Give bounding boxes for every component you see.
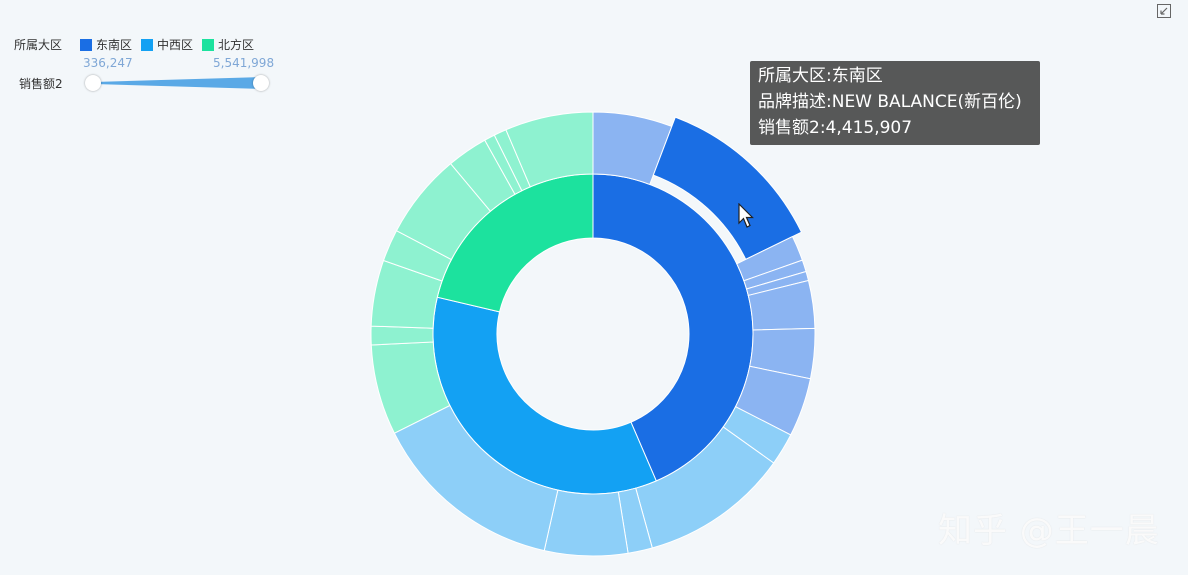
tooltip-region: 所属大区:东南区 xyxy=(758,66,883,86)
legend: 所属大区 东南区 中西区 北方区 xyxy=(14,36,263,53)
tooltip-brand: 品牌描述:NEW BALANCE(新百伦) xyxy=(758,92,1022,112)
tooltip-sales: 销售额2:4,415,907 xyxy=(758,118,913,138)
expand-icon[interactable] xyxy=(1157,4,1171,18)
visual-map-title: 销售额2 xyxy=(19,77,63,91)
watermark: 知乎 @王一晨 xyxy=(938,511,1160,551)
visual-map-min-label: 336,247 xyxy=(83,56,133,70)
legend-swatch-north xyxy=(202,38,215,51)
visual-map-handle-min[interactable] xyxy=(85,75,101,91)
visual-map-handle-max[interactable] xyxy=(253,75,269,91)
mouse-pointer-icon xyxy=(738,203,754,228)
legend-item-midwest[interactable]: 中西区 xyxy=(141,36,193,53)
tooltip: 所属大区:东南区 品牌描述:NEW BALANCE(新百伦) 销售额2:4,41… xyxy=(750,61,1040,145)
visual-map-track[interactable] xyxy=(94,76,262,90)
visual-map-gradient xyxy=(94,77,262,89)
legend-label-southeast: 东南区 xyxy=(96,38,133,52)
legend-title: 所属大区 xyxy=(14,38,63,52)
outer-ring-segment-14[interactable] xyxy=(370,325,434,346)
legend-label-north: 北方区 xyxy=(218,38,255,52)
inner-ring xyxy=(432,173,754,495)
visual-map-max-label: 5,541,998 xyxy=(213,56,275,70)
legend-swatch-midwest xyxy=(141,38,154,51)
legend-item-southeast[interactable]: 东南区 xyxy=(80,36,132,53)
outer-ring-segment-21[interactable] xyxy=(505,111,594,188)
legend-item-north[interactable]: 北方区 xyxy=(202,36,254,53)
legend-label-midwest: 中西区 xyxy=(157,38,194,52)
legend-swatch-southeast xyxy=(80,38,93,51)
outer-ring xyxy=(370,111,816,557)
outer-ring-segment-11[interactable] xyxy=(543,489,629,557)
outer-ring-segment-1[interactable] xyxy=(652,116,803,261)
